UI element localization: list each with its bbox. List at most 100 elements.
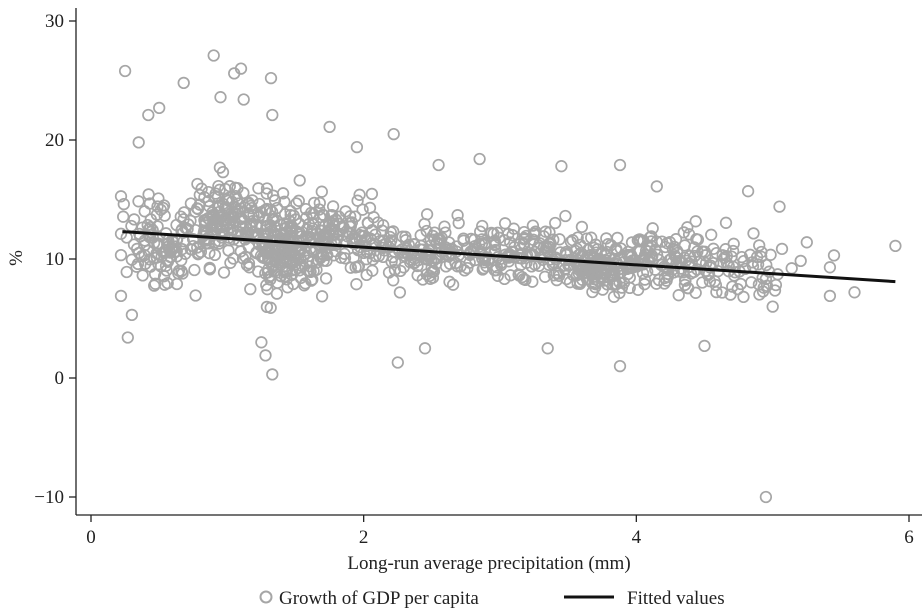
data-point: [125, 308, 139, 322]
data-point: [266, 368, 279, 381]
data-point: [209, 187, 222, 200]
data-point: [352, 259, 366, 273]
data-point: [297, 234, 311, 247]
data-point: [324, 222, 337, 235]
data-point: [336, 228, 349, 241]
data-point: [731, 282, 744, 296]
data-point: [623, 271, 636, 284]
data-point: [151, 200, 164, 213]
data-point: [687, 265, 701, 279]
data-point: [253, 209, 266, 222]
data-point: [827, 249, 841, 262]
data-point: [600, 245, 614, 259]
data-point: [575, 220, 589, 234]
data-point: [689, 215, 702, 228]
data-point: [411, 259, 424, 273]
data-point: [452, 216, 465, 230]
data-point: [638, 278, 651, 291]
data-point: [638, 273, 652, 286]
data-point: [302, 254, 315, 267]
data-point: [264, 71, 278, 85]
data-point: [266, 108, 279, 122]
data-point: [580, 273, 594, 286]
data-point: [121, 331, 134, 344]
data-point: [143, 253, 156, 266]
data-point: [255, 336, 268, 349]
data-point: [442, 236, 456, 249]
data-point: [202, 185, 215, 199]
data-point: [559, 209, 572, 223]
data-point: [238, 201, 252, 214]
data-point: [391, 356, 404, 369]
data-point: [260, 300, 274, 314]
data-point: [411, 269, 424, 282]
data-point: [363, 201, 377, 215]
legend: Growth of GDP per capita Fitted values: [259, 588, 725, 609]
data-point: [775, 242, 789, 256]
data-point: [283, 214, 296, 228]
data-point: [513, 237, 527, 251]
data-point: [747, 227, 760, 240]
data-point: [260, 182, 274, 195]
data-point: [377, 234, 390, 247]
x-tick-label: 4: [632, 527, 642, 548]
data-point: [222, 191, 235, 205]
data-point: [174, 210, 187, 223]
data-point: [351, 194, 364, 207]
data-point: [323, 120, 336, 134]
data-point: [316, 208, 330, 221]
data-point: [823, 289, 837, 303]
y-tick-label: 20: [45, 130, 64, 151]
data-point: [278, 195, 291, 208]
data-point: [690, 233, 703, 246]
data-point: [260, 187, 273, 200]
data-point: [527, 233, 540, 246]
legend-label-scatter: Growth of GDP per capita: [279, 588, 479, 609]
data-point: [245, 219, 258, 232]
data-point: [114, 289, 128, 303]
data-point: [229, 190, 242, 203]
data-point: [277, 254, 290, 267]
data-point: [280, 264, 294, 277]
data-point: [306, 222, 319, 235]
data-point: [420, 268, 433, 281]
data-point: [549, 216, 562, 230]
data-point: [365, 187, 379, 201]
data-point: [422, 253, 435, 266]
data-point: [387, 127, 400, 141]
data-point: [432, 158, 445, 172]
data-point: [696, 245, 709, 258]
data-point: [421, 248, 434, 261]
data-point: [689, 286, 702, 299]
data-point: [591, 267, 605, 280]
data-point: [344, 261, 357, 274]
data-point: [307, 207, 320, 221]
data-point: [188, 263, 201, 277]
data-point: [538, 270, 552, 283]
data-point: [217, 266, 231, 279]
data-point: [678, 278, 692, 292]
data-point: [512, 268, 525, 281]
data-point: [785, 262, 798, 275]
data-point: [543, 241, 556, 254]
data-point: [214, 91, 227, 104]
data-point: [750, 250, 764, 264]
data-point: [181, 222, 194, 236]
data-point: [476, 219, 489, 233]
data-point: [203, 200, 216, 213]
data-point: [222, 244, 235, 257]
data-point: [117, 197, 130, 211]
data-point: [149, 277, 162, 290]
y-tick-label: 0: [55, 368, 65, 389]
data-point: [650, 180, 663, 193]
data-point: [176, 267, 189, 280]
fitted-line-layer: [122, 230, 896, 284]
data-point: [526, 275, 539, 288]
scatter-points: [114, 49, 902, 504]
data-point: [643, 231, 657, 244]
data-point: [233, 220, 247, 233]
data-point: [177, 76, 190, 90]
data-point: [286, 221, 299, 234]
legend-marker-scatter: [259, 590, 273, 604]
data-point: [271, 249, 284, 263]
